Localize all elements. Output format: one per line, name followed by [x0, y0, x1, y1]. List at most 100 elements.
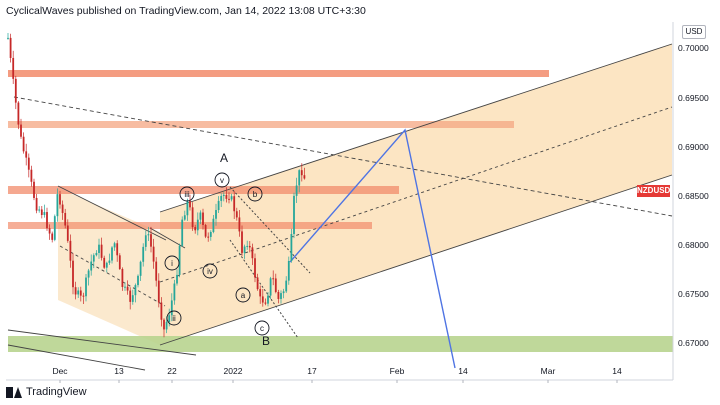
- candle-body: [207, 236, 210, 238]
- time-label: Mar: [540, 366, 556, 376]
- candle-body: [165, 321, 168, 330]
- wave-annotations: A B iii v b i iv ii a c: [164, 151, 270, 348]
- price-label: 0.70000: [678, 43, 709, 53]
- candle-body: [209, 232, 212, 237]
- candle-body: [53, 216, 56, 240]
- channel-bottom-line: [159, 174, 673, 346]
- wave-label-B: B: [262, 334, 270, 348]
- candle-body: [157, 280, 160, 303]
- price-label: 0.68000: [678, 240, 709, 250]
- wedge-dashed-line: [59, 245, 166, 307]
- candle-body: [220, 195, 223, 201]
- candle-body: [77, 290, 80, 295]
- time-label: 22: [167, 366, 177, 376]
- candle-body: [287, 261, 290, 281]
- candle-body: [261, 296, 264, 303]
- candle-body: [144, 235, 147, 247]
- candle-body: [142, 246, 145, 262]
- candle-body: [116, 243, 119, 256]
- time-axis-ticks: [59, 380, 618, 383]
- candle-body: [267, 295, 269, 304]
- candle-body: [27, 157, 30, 170]
- candle-body: [105, 262, 108, 268]
- candle-body: [155, 261, 158, 281]
- candle-body: [59, 194, 61, 205]
- resistance-zone-mid: [8, 186, 399, 194]
- candle-body: [129, 290, 132, 302]
- candle-body: [51, 233, 54, 240]
- wave-label-i: i: [171, 259, 173, 268]
- candle-body: [17, 102, 20, 125]
- candle-body: [173, 283, 176, 301]
- currency-button[interactable]: USD: [682, 25, 706, 39]
- candle-body: [202, 212, 204, 226]
- candle-body: [12, 57, 15, 79]
- candle-body: [303, 175, 306, 179]
- time-label: 13: [114, 366, 124, 376]
- candle-body: [79, 290, 82, 296]
- candle-body: [293, 195, 295, 235]
- wave-label-iii: iii: [184, 190, 190, 199]
- candle-body: [238, 217, 241, 232]
- candle-body: [186, 200, 189, 216]
- candle-body: [176, 274, 178, 284]
- candle-body: [212, 218, 215, 233]
- candle-body: [85, 277, 87, 297]
- tradingview-logo[interactable]: TradingView: [6, 386, 87, 398]
- candle-body: [48, 228, 51, 234]
- candle-body: [199, 212, 202, 220]
- candle-body: [233, 196, 236, 212]
- candle-body: [295, 185, 298, 196]
- candle-body: [163, 319, 165, 330]
- candle-body: [95, 252, 98, 256]
- candle-body: [251, 247, 254, 259]
- candle-body: [204, 225, 207, 237]
- candle-body: [121, 268, 124, 287]
- candle-body: [196, 219, 199, 231]
- candle-body: [61, 204, 64, 213]
- candle-body: [222, 194, 225, 196]
- candle-body: [280, 293, 282, 299]
- time-label: 14: [458, 366, 468, 376]
- wedge-lower-line: [7, 329, 197, 356]
- projection-path: [289, 128, 456, 369]
- time-label: 14: [612, 366, 622, 376]
- candle-body: [285, 280, 288, 292]
- candle-body: [43, 212, 46, 215]
- candle-body: [103, 257, 106, 268]
- candle-body: [248, 245, 251, 248]
- price-label: 0.69000: [678, 142, 709, 152]
- candle-body: [90, 261, 93, 271]
- candle-body: [183, 215, 186, 220]
- wave-label-a: a: [241, 291, 246, 300]
- wedge-upper-line: [57, 185, 167, 241]
- tradingview-logo-icon: [6, 386, 22, 398]
- price-label: 0.67500: [678, 289, 709, 299]
- time-label: Dec: [52, 366, 68, 376]
- candle-body: [40, 209, 43, 215]
- candle-body: [150, 234, 152, 247]
- candle-body: [269, 278, 272, 296]
- candle-body: [82, 295, 85, 297]
- candle-body: [298, 170, 301, 186]
- base-line: [7, 344, 146, 371]
- candlestick-series: [7, 32, 306, 338]
- candle-body: [225, 194, 228, 199]
- wave-label-A: A: [220, 151, 228, 165]
- candle-body: [100, 244, 103, 258]
- candle-body: [139, 261, 142, 276]
- wave-label-c: c: [260, 324, 264, 333]
- publisher-text: CyclicalWaves published on TradingView.c…: [6, 5, 366, 17]
- candle-body: [25, 151, 28, 158]
- candle-body: [147, 234, 150, 236]
- time-label: 17: [307, 366, 317, 376]
- candle-body: [14, 78, 17, 103]
- candle-body: [9, 37, 12, 58]
- candle-body: [191, 207, 194, 228]
- footer: TradingView: [0, 382, 720, 405]
- candle-body: [274, 278, 277, 292]
- candle-body: [282, 291, 285, 294]
- candle-body: [272, 278, 275, 280]
- candle-body: [7, 37, 9, 39]
